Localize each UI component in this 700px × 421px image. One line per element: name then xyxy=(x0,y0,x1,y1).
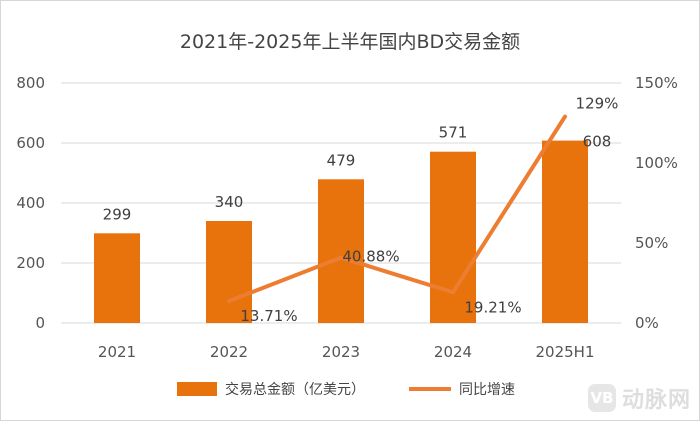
x-tick-label: 2025H1 xyxy=(536,343,595,361)
legend-label-bar: 交易总金额（亿美元） xyxy=(225,381,365,398)
y-left-tick-label: 200 xyxy=(16,254,45,272)
bar xyxy=(94,233,140,323)
bar-data-label: 299 xyxy=(103,205,132,223)
line-data-label: 13.71% xyxy=(240,307,297,325)
x-tick-label: 2024 xyxy=(434,343,472,361)
legend-label-line: 同比增速 xyxy=(459,382,515,398)
bar-data-label: 479 xyxy=(327,151,356,169)
watermark-text: 动脉网 xyxy=(621,388,691,413)
y-right-tick-label: 50% xyxy=(635,234,668,252)
bar-data-label: 340 xyxy=(215,193,244,211)
bar xyxy=(430,151,476,323)
x-tick-label: 2021 xyxy=(98,343,136,361)
y-right-tick-label: 150% xyxy=(635,74,678,92)
watermark-badge: VB xyxy=(587,384,616,412)
bar xyxy=(318,179,364,323)
y-left-tick-label: 600 xyxy=(16,134,45,152)
bar xyxy=(206,221,252,323)
growth-point xyxy=(339,256,343,260)
bar xyxy=(542,140,588,323)
y-left-tick-label: 400 xyxy=(16,194,45,212)
x-tick-label: 2022 xyxy=(210,343,248,361)
chart-title: 2021年-2025年上半年国内BD交易金额 xyxy=(180,31,520,53)
watermark-logo: VB 动脉网 xyxy=(587,382,691,414)
legend-swatch-bar xyxy=(177,382,217,396)
growth-point xyxy=(451,290,455,294)
x-tick-label: 2023 xyxy=(322,343,360,361)
growth-point xyxy=(227,299,231,303)
y-left-tick-label: 800 xyxy=(16,74,45,92)
line-data-label: 40.88% xyxy=(342,248,399,266)
bar-data-label: 571 xyxy=(439,124,468,142)
y-right-tick-label: 0% xyxy=(635,314,659,332)
line-data-label: 129% xyxy=(576,95,619,113)
growth-line xyxy=(227,114,567,304)
y-right-tick-label: 100% xyxy=(635,154,678,172)
bar-data-label: 608 xyxy=(583,133,612,151)
y-left-tick-label: 0 xyxy=(35,314,45,332)
growth-point xyxy=(563,115,567,119)
line-data-label: 19.21% xyxy=(464,298,521,316)
